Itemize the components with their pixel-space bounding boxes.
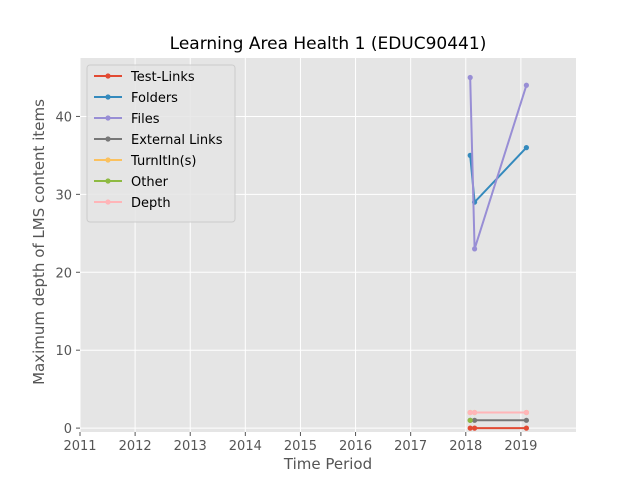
x-tick-label: 2012 (119, 439, 152, 454)
series-files (467, 74, 530, 252)
legend-label: Depth (131, 196, 171, 211)
legend-label: Other (131, 175, 169, 190)
legend-label: Test-Links (130, 70, 195, 85)
legend-label: TurnItIn(s) (130, 154, 196, 169)
y-tick-label: 10 (55, 344, 72, 359)
data-point (523, 409, 530, 416)
y-tick-label: 40 (55, 110, 72, 125)
legend-frame (86, 64, 236, 223)
y-axis-label: Maximum depth of LMS content items (30, 99, 48, 385)
legend-marker (105, 157, 111, 163)
series-layer (467, 74, 530, 431)
data-point (467, 425, 473, 431)
data-point (467, 417, 473, 423)
data-point (471, 417, 478, 423)
legend-label: Files (131, 112, 160, 127)
data-point (523, 425, 530, 431)
legend-marker (105, 136, 111, 142)
y-tick-label: 30 (55, 188, 72, 203)
data-point (471, 409, 478, 416)
chart-title: Learning Area Health 1 (EDUC90441) (170, 34, 487, 54)
series-other (467, 417, 473, 423)
x-tick-label: 2016 (339, 439, 372, 454)
data-point (523, 82, 530, 88)
data-point (523, 145, 530, 151)
legend-label: Folders (131, 91, 178, 106)
legend-label: External Links (131, 133, 223, 148)
x-tick-label: 2018 (449, 439, 482, 454)
y-tick-label: 20 (55, 266, 72, 281)
x-tick-label: 2014 (229, 439, 262, 454)
x-tick-label: 2011 (63, 439, 96, 454)
legend-marker (105, 94, 111, 100)
x-axis-ticks: 2011 2012 2013 2014 2015 2016 2017 2018 2019 (63, 432, 537, 454)
x-axis-label: Time Period (283, 455, 372, 473)
x-tick-label: 2017 (394, 439, 427, 454)
data-point (467, 74, 473, 81)
legend-marker (105, 73, 111, 79)
data-point (471, 246, 478, 252)
legend-marker (105, 199, 111, 205)
x-tick-label: 2015 (284, 439, 317, 454)
y-axis-ticks: 0 10 20 30 40 (55, 110, 80, 437)
series-depth (467, 409, 530, 416)
legend-marker (105, 115, 111, 121)
legend-marker (105, 178, 111, 184)
data-point (471, 425, 478, 431)
data-point (467, 409, 473, 416)
series-test-links (467, 425, 530, 431)
x-tick-label: 2013 (174, 439, 207, 454)
y-tick-label: 0 (64, 422, 72, 437)
legend: Test-Links Folders Files External Links Turn… (86, 64, 236, 223)
data-point (523, 417, 530, 423)
x-tick-label: 2019 (504, 439, 537, 454)
